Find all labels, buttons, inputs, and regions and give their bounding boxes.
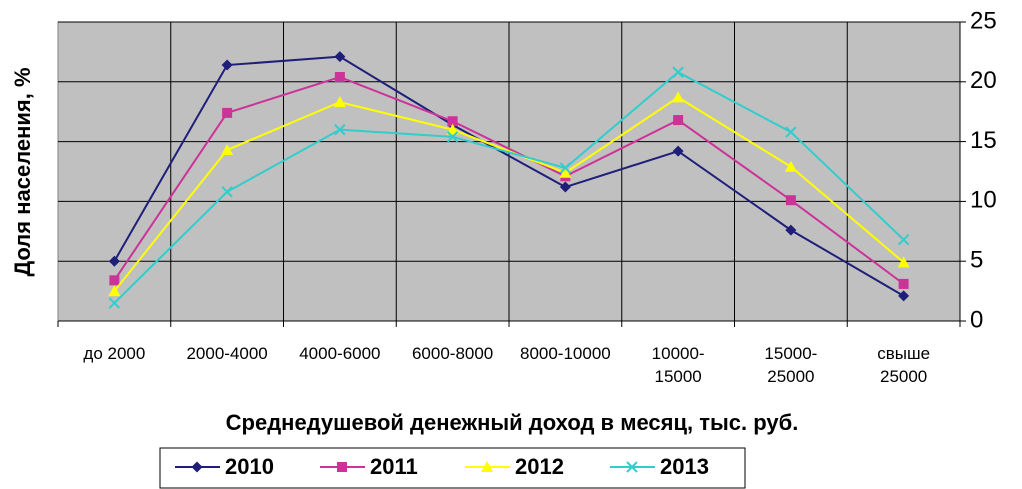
legend-label: 2013: [660, 454, 709, 479]
marker: [337, 462, 347, 472]
marker: [626, 461, 638, 473]
marker: [334, 123, 346, 136]
marker: [334, 72, 345, 83]
legend-label: 2011: [370, 454, 418, 479]
x-tick-label: свыше 25000: [877, 344, 931, 386]
marker: [191, 461, 203, 473]
x-tick-label: 15000- 25000: [764, 344, 818, 386]
marker: [785, 126, 797, 138]
marker: [108, 297, 121, 309]
y-tick-label: 25: [970, 7, 997, 34]
marker: [559, 181, 571, 193]
marker: [481, 461, 493, 472]
legend-label: 2012: [515, 454, 564, 479]
x-tick-label: 2000-4000: [186, 344, 268, 363]
marker: [108, 255, 120, 267]
x-tick-label: 4000-6000: [299, 344, 381, 363]
x-tick-label: до 2000: [83, 344, 146, 363]
marker: [898, 290, 910, 302]
series-line: [113, 96, 905, 292]
y-tick-label: 0: [970, 306, 983, 333]
marker: [109, 275, 120, 286]
marker: [221, 143, 234, 155]
marker: [673, 115, 684, 126]
marker: [897, 233, 910, 246]
marker: [221, 186, 233, 198]
x-axis-label: Среднедушевой денежный доход в месяц, ты…: [226, 410, 799, 435]
x-tick-label: 8000-10000: [519, 344, 611, 363]
marker: [559, 166, 572, 178]
y-axis-label: Доля населения, %: [10, 67, 35, 276]
marker: [334, 51, 346, 63]
series-line: [113, 55, 905, 297]
marker: [446, 131, 459, 143]
marker: [672, 91, 685, 103]
marker: [785, 224, 797, 236]
series-line: [113, 71, 905, 304]
marker: [333, 96, 346, 108]
marker: [784, 160, 797, 172]
marker: [897, 256, 910, 268]
series-line: [113, 75, 905, 285]
marker: [221, 59, 233, 71]
marker: [222, 107, 233, 118]
legend-label: 2010: [225, 454, 274, 479]
marker: [446, 123, 459, 135]
y-tick-label: 15: [970, 127, 997, 154]
marker: [559, 162, 572, 174]
y-tick-label: 10: [970, 187, 997, 214]
marker: [898, 278, 909, 289]
x-tick-label: 6000-8000: [411, 344, 494, 363]
marker: [672, 66, 684, 78]
y-tick-label: 5: [970, 247, 983, 274]
y-tick-label: 20: [970, 67, 997, 94]
marker: [108, 285, 121, 297]
marker: [672, 145, 684, 157]
x-tick-label: 10000- 15000: [651, 344, 705, 386]
marker: [785, 195, 796, 206]
marker: [447, 116, 458, 127]
